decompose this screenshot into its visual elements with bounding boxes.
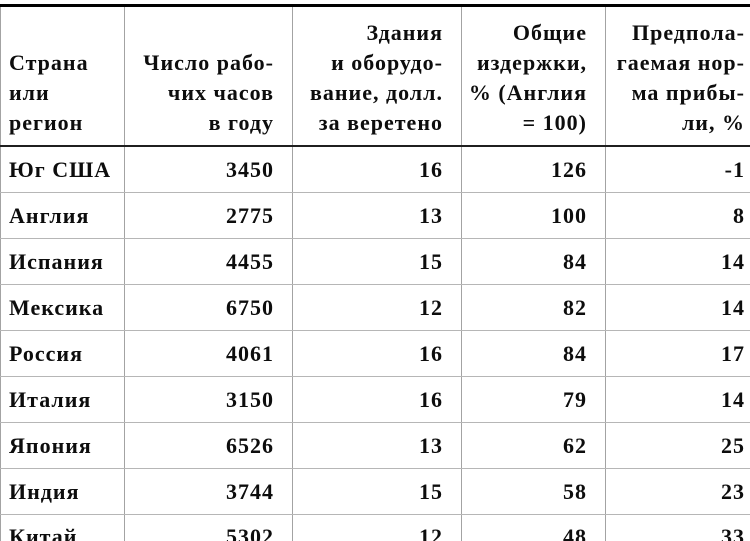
cell-country: Китай: [0, 514, 125, 541]
cell-working-hours: 4061: [124, 330, 293, 377]
cell-working-hours: 4455: [124, 238, 293, 285]
table-row-indiya: Индия 3744 15 58 23: [0, 468, 750, 515]
cell-working-hours: 2775: [124, 192, 293, 239]
cell-buildings-equipment: 16: [292, 146, 462, 193]
cell-buildings-equipment: 15: [292, 238, 462, 285]
column-header-total-costs: Общие издержки, % (Англия = 100): [461, 5, 606, 147]
table-row-rossiya: Россия 4061 16 84 17: [0, 330, 750, 377]
cell-total-costs: 126: [461, 146, 606, 193]
cell-buildings-equipment: 12: [292, 284, 462, 331]
cell-country: Италия: [0, 376, 125, 423]
table-row-meksika: Мексика 6750 12 82 14: [0, 284, 750, 331]
table-row-yaponiya: Япония 6526 13 62 25: [0, 422, 750, 469]
cell-total-costs: 48: [461, 514, 606, 541]
table-header-row: Страна или регион Число рабо- чих часов …: [0, 5, 750, 147]
cell-country: Россия: [0, 330, 125, 377]
cell-total-costs: 62: [461, 422, 606, 469]
cell-working-hours: 5302: [124, 514, 293, 541]
cell-total-costs: 79: [461, 376, 606, 423]
column-header-profit-rate: Предпола- гаемая нор- ма прибы- ли, %: [605, 5, 750, 147]
cell-working-hours: 6526: [124, 422, 293, 469]
cell-country: Япония: [0, 422, 125, 469]
cell-profit-rate: 23: [605, 468, 750, 515]
cell-country: Индия: [0, 468, 125, 515]
cell-country: Мексика: [0, 284, 125, 331]
column-header-working-hours: Число рабо- чих часов в году: [124, 5, 293, 147]
cell-profit-rate: -1: [605, 146, 750, 193]
cell-profit-rate: 17: [605, 330, 750, 377]
table-row-yug-ssha: Юг США 3450 16 126 -1: [0, 146, 750, 193]
cell-profit-rate: 14: [605, 284, 750, 331]
cell-profit-rate: 33: [605, 514, 750, 541]
column-header-country: Страна или регион: [0, 5, 125, 147]
table-row-kitay: Китай 5302 12 48 33: [0, 514, 750, 541]
cell-buildings-equipment: 13: [292, 192, 462, 239]
cell-country: Англия: [0, 192, 125, 239]
cell-buildings-equipment: 16: [292, 376, 462, 423]
cell-buildings-equipment: 12: [292, 514, 462, 541]
table-row-ispaniya: Испания 4455 15 84 14: [0, 238, 750, 285]
cell-working-hours: 3744: [124, 468, 293, 515]
costs-comparison-table: Страна или регион Число рабо- чих часов …: [0, 4, 750, 541]
cell-total-costs: 100: [461, 192, 606, 239]
cell-buildings-equipment: 13: [292, 422, 462, 469]
cell-country: Юг США: [0, 146, 125, 193]
table-row-italiya: Италия 3150 16 79 14: [0, 376, 750, 423]
cell-working-hours: 3150: [124, 376, 293, 423]
cell-total-costs: 84: [461, 330, 606, 377]
cell-total-costs: 58: [461, 468, 606, 515]
table-row-angliya: Англия 2775 13 100 8: [0, 192, 750, 239]
cell-working-hours: 3450: [124, 146, 293, 193]
cell-buildings-equipment: 15: [292, 468, 462, 515]
cell-profit-rate: 8: [605, 192, 750, 239]
cell-profit-rate: 25: [605, 422, 750, 469]
cell-country: Испания: [0, 238, 125, 285]
cell-buildings-equipment: 16: [292, 330, 462, 377]
cell-total-costs: 84: [461, 238, 606, 285]
cell-profit-rate: 14: [605, 376, 750, 423]
cell-total-costs: 82: [461, 284, 606, 331]
column-header-buildings-equipment: Здания и оборудо- вание, долл. за верете…: [292, 5, 462, 147]
cell-profit-rate: 14: [605, 238, 750, 285]
cell-working-hours: 6750: [124, 284, 293, 331]
